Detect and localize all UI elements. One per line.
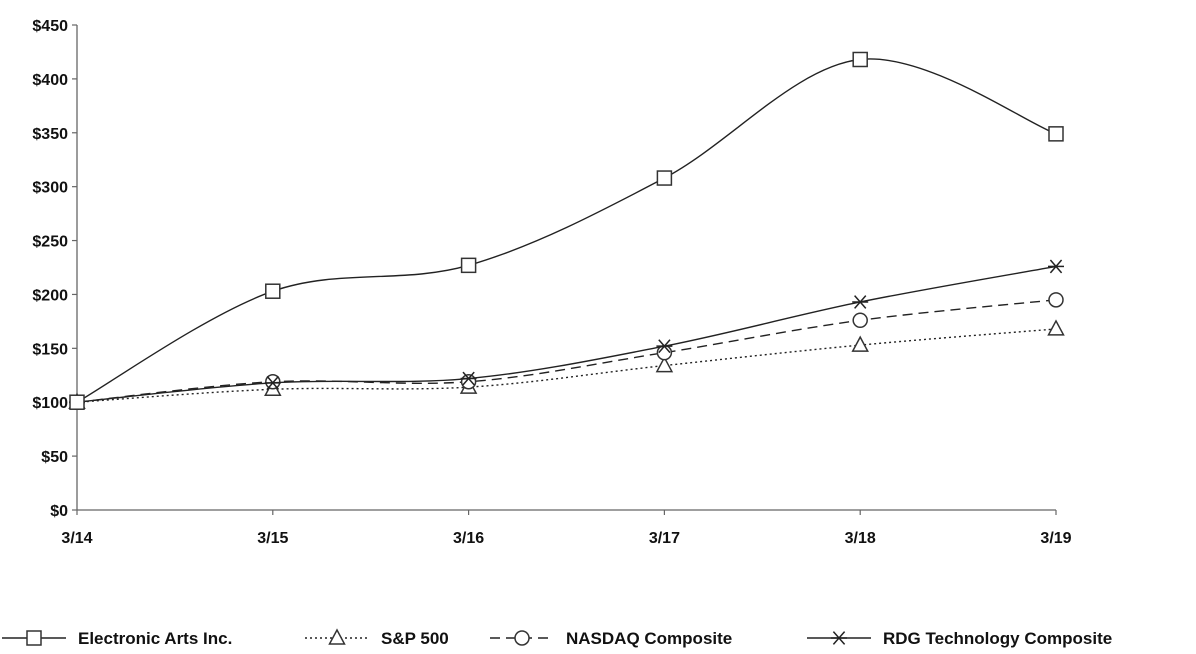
y-tick-label: $0 [50,503,68,520]
legend-marker-triangle [328,628,346,645]
data-point-electronic-arts-inc [656,170,673,186]
y-tick-label: $100 [32,395,68,412]
x-tick-label: 3/15 [257,530,288,547]
series-layer [68,51,1065,410]
data-point-nasdaq-composite [852,312,868,329]
legend-item-electronic-arts-inc: Electronic Arts Inc. [2,629,232,648]
legend-label: RDG Technology Composite [883,629,1112,648]
data-point-s-p-500 [655,355,674,373]
series-line-electronic-arts-inc [76,58,1057,403]
data-point-rdg-technology-composite [264,375,281,390]
data-point-s-p-500 [1047,319,1065,336]
data-point-s-p-500 [851,335,869,352]
data-point-rdg-technology-composite [656,339,673,354]
y-tick-label: $50 [41,449,68,466]
x-tick-label: 3/19 [1040,530,1071,547]
legend-marker-square [26,630,42,646]
data-point-electronic-arts-inc [852,51,868,68]
y-tick-label: $200 [32,287,68,304]
legend: Electronic Arts Inc. S&P 500 NASDAQ Compos… [2,628,1112,648]
y-tick-label: $150 [32,341,68,358]
y-tick-label: $300 [32,180,68,197]
data-point-electronic-arts-inc [1048,126,1064,142]
legend-item-s-p-500: S&P 500 [305,628,449,648]
x-tick-label: 3/18 [845,530,876,547]
series-line-rdg-technology-composite [76,265,1057,403]
series-rdg-technology-composite [69,259,1064,410]
data-point-rdg-technology-composite [460,371,477,386]
legend-label: Electronic Arts Inc. [78,629,232,648]
series-electronic-arts-inc [69,51,1064,410]
x-tick-label: 3/14 [61,530,92,547]
data-point-nasdaq-composite [1048,292,1064,308]
data-point-nasdaq-composite [460,373,477,390]
data-point-rdg-technology-composite [1048,259,1064,274]
y-tick-label: $400 [32,72,68,89]
legend-label: NASDAQ Composite [566,629,732,648]
legend-label: S&P 500 [381,629,449,648]
y-tick-label: $350 [32,126,68,143]
legend-marker-circle [514,630,530,646]
series-line-s-p-500 [76,328,1057,403]
y-tick-label: $450 [32,18,68,35]
series-nasdaq-composite [69,292,1064,410]
y-tick-label: $250 [32,234,68,251]
legend-marker-asterisk [831,631,847,645]
axes: $0 $50 $100 $150 $200 $250 $300 $350 $400 $450 3/1… [32,18,1071,547]
legend-item-rdg-technology-composite: RDG Technology Composite [807,629,1112,648]
legend-item-nasdaq-composite: NASDAQ Composite [490,629,732,648]
data-point-rdg-technology-composite [852,295,869,309]
data-point-electronic-arts-inc [69,394,85,410]
data-point-electronic-arts-inc [265,283,281,299]
data-point-electronic-arts-inc [460,257,477,274]
x-tick-label: 3/17 [649,530,680,547]
x-tick-label: 3/16 [453,530,484,547]
